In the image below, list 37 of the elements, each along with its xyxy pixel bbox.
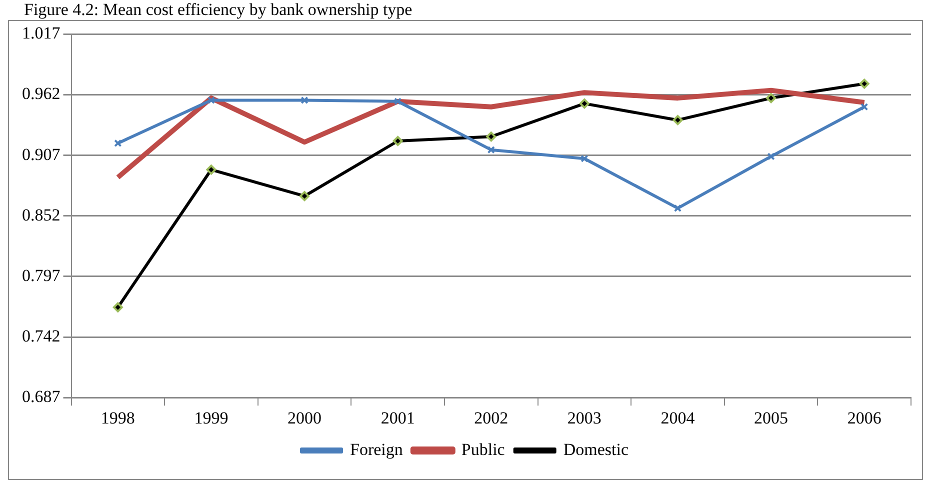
point	[114, 139, 122, 148]
x-tick-label: 2005	[754, 408, 788, 428]
y-tick-label: 0.962	[22, 84, 60, 104]
point	[859, 78, 870, 89]
point	[392, 136, 403, 146]
point	[486, 132, 496, 142]
point	[674, 204, 682, 212]
point	[579, 98, 590, 109]
x-tick-label: 2003	[567, 408, 602, 428]
x-tick-label: 1999	[194, 408, 228, 428]
y-tick-label: 0.742	[22, 326, 60, 346]
x-tick-label: 1998	[100, 408, 135, 428]
point	[206, 164, 216, 175]
point	[766, 93, 776, 104]
legend-label: Foreign	[350, 440, 404, 459]
x-tick-label: 2001	[380, 408, 415, 428]
point	[112, 302, 123, 312]
point	[394, 98, 402, 106]
y-tick-label: 1.017	[22, 24, 61, 43]
point	[207, 96, 216, 104]
y-tick-label: 0.797	[22, 266, 61, 285]
x-tick-label: 2000	[288, 408, 322, 428]
x-tick-label: 2006	[847, 408, 882, 428]
chart-title: Figure 4.2: Mean cost efficiency by bank ownership type	[24, 0, 412, 20]
y-tick-label: 0.687	[22, 387, 61, 406]
legend-label: Domestic	[563, 440, 629, 459]
point	[672, 115, 683, 126]
point	[767, 152, 775, 160]
point	[300, 191, 310, 202]
y-tick-label: 0.907	[22, 144, 61, 164]
x-tick-label: 2004	[660, 408, 696, 428]
x-tick-label: 2002	[474, 408, 508, 428]
point	[487, 146, 495, 154]
y-tick-label: 0.852	[22, 205, 60, 224]
point	[580, 154, 588, 162]
legend-label: Public	[461, 440, 506, 459]
point	[300, 96, 308, 104]
